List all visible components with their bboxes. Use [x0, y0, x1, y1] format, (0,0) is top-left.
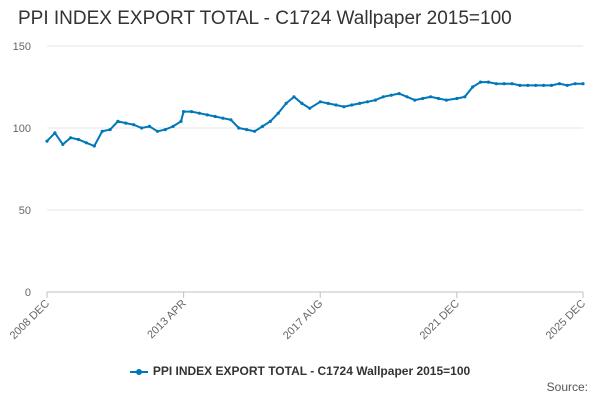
data-point[interactable]: [300, 101, 304, 105]
data-point[interactable]: [292, 95, 296, 99]
data-point[interactable]: [326, 101, 330, 105]
data-point[interactable]: [581, 82, 585, 86]
x-axis-ticks: 2008 DEC 2013 APR 2017 AUG 2021 DEC 2025 DEC: [8, 292, 588, 342]
x-tick-label: 2021 DEC: [418, 298, 462, 342]
data-point[interactable]: [350, 103, 354, 107]
data-point[interactable]: [429, 95, 433, 99]
data-point[interactable]: [147, 124, 152, 128]
data-point[interactable]: [565, 83, 569, 87]
data-point[interactable]: [205, 113, 209, 117]
data-point[interactable]: [502, 82, 506, 86]
series-line[interactable]: [46, 81, 583, 148]
data-point[interactable]: [260, 124, 265, 128]
source-label: Source:: [546, 380, 588, 394]
data-point[interactable]: [76, 137, 81, 142]
data-point[interactable]: [405, 95, 409, 99]
x-tick-label: 2008 DEC: [8, 298, 52, 342]
data-point[interactable]: [189, 110, 194, 114]
data-point[interactable]: [542, 83, 546, 87]
data-point[interactable]: [100, 129, 104, 133]
data-point[interactable]: [155, 129, 159, 133]
data-point[interactable]: [486, 80, 490, 84]
data-point[interactable]: [268, 119, 272, 123]
data-point[interactable]: [463, 95, 467, 99]
data-point[interactable]: [61, 142, 65, 146]
legend-swatch: [129, 368, 148, 375]
y-tick-label: 50: [19, 205, 31, 217]
data-point[interactable]: [116, 119, 120, 123]
data-point[interactable]: [557, 82, 562, 86]
data-point[interactable]: [478, 80, 483, 84]
y-tick-label: 0: [25, 287, 31, 299]
data-point[interactable]: [197, 111, 201, 115]
y-tick-label: 100: [13, 123, 31, 135]
data-point[interactable]: [179, 119, 183, 123]
data-point[interactable]: [140, 126, 144, 130]
data-point[interactable]: [455, 96, 459, 101]
data-point[interactable]: [213, 114, 217, 119]
y-axis-ticks: 0 50 100 150: [13, 41, 31, 299]
data-point[interactable]: [373, 98, 377, 102]
data-point[interactable]: [245, 128, 249, 132]
legend-label: PPI INDEX EXPORT TOTAL - C1724 Wallpaper…: [152, 364, 471, 378]
x-tick-label: 2017 AUG: [281, 298, 325, 342]
data-point[interactable]: [526, 83, 530, 87]
data-point[interactable]: [510, 82, 514, 86]
data-point[interactable]: [549, 83, 554, 87]
data-point[interactable]: [84, 141, 88, 145]
data-point[interactable]: [45, 139, 49, 143]
data-point[interactable]: [182, 110, 186, 114]
data-point[interactable]: [518, 83, 522, 87]
x-tick-label: 2013 APR: [145, 298, 189, 342]
data-point[interactable]: [421, 96, 425, 101]
data-point[interactable]: [284, 101, 288, 105]
y-tick-label: 150: [13, 41, 31, 53]
series-points: [45, 80, 585, 148]
data-point[interactable]: [163, 128, 167, 132]
data-point[interactable]: [124, 121, 128, 125]
data-point[interactable]: [253, 129, 257, 133]
data-point[interactable]: [308, 106, 312, 110]
legend[interactable]: PPI INDEX EXPORT TOTAL - C1724 Wallpaper…: [0, 364, 600, 378]
gridlines: [47, 45, 583, 211]
data-point[interactable]: [318, 100, 322, 104]
data-point[interactable]: [494, 82, 498, 86]
data-point[interactable]: [53, 131, 57, 135]
data-point[interactable]: [389, 93, 393, 97]
data-point[interactable]: [334, 103, 338, 107]
data-point[interactable]: [171, 124, 175, 128]
chart-title: PPI INDEX EXPORT TOTAL - C1724 Wallpaper…: [18, 8, 512, 29]
data-point[interactable]: [229, 118, 233, 122]
data-point[interactable]: [413, 98, 417, 102]
data-point[interactable]: [365, 100, 370, 104]
data-point[interactable]: [381, 95, 385, 99]
data-point[interactable]: [132, 123, 136, 127]
data-point[interactable]: [471, 85, 475, 89]
x-tick-label: 2025 DEC: [544, 298, 588, 342]
data-point[interactable]: [397, 92, 401, 96]
data-point[interactable]: [342, 105, 346, 109]
data-point[interactable]: [69, 136, 73, 140]
data-point[interactable]: [108, 128, 112, 132]
data-point[interactable]: [444, 98, 448, 102]
data-point[interactable]: [573, 82, 577, 86]
data-point[interactable]: [534, 83, 538, 87]
data-point[interactable]: [92, 144, 96, 148]
data-point[interactable]: [221, 116, 225, 120]
data-point[interactable]: [436, 96, 441, 101]
data-point[interactable]: [276, 111, 280, 115]
data-point[interactable]: [358, 101, 362, 105]
data-point[interactable]: [237, 126, 241, 130]
